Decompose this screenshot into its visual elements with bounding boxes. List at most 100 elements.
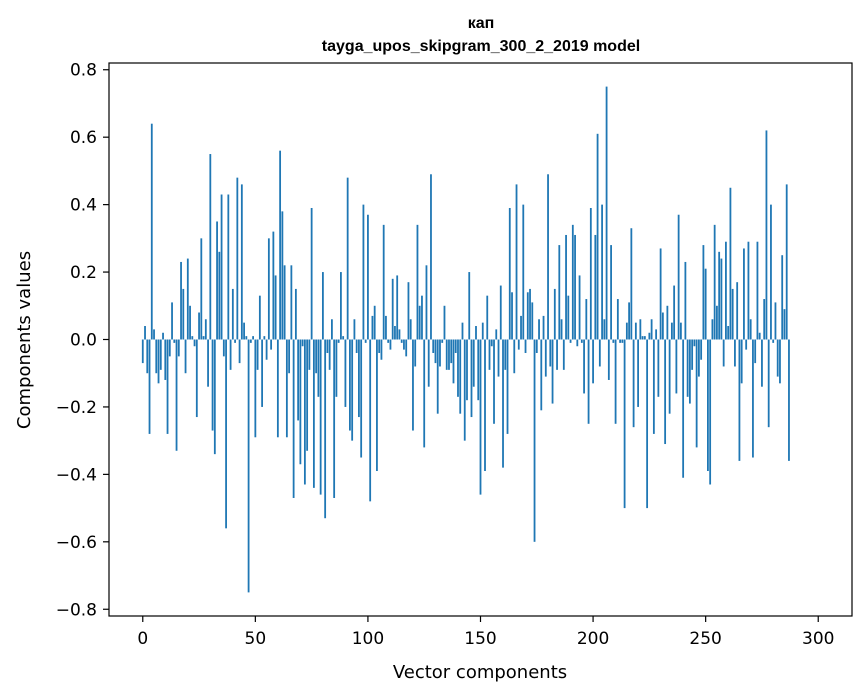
bar-27 [202, 336, 205, 340]
bar-74 [308, 339, 311, 370]
bar-276 [763, 299, 766, 340]
bar-66 [290, 265, 293, 340]
bar-216 [628, 302, 631, 340]
bar-285 [783, 309, 786, 340]
bar-142 [461, 322, 464, 340]
bar-166 [515, 184, 518, 340]
bar-234 [668, 339, 671, 414]
bar-32 [213, 339, 216, 455]
bar-121 [414, 339, 417, 367]
bar-280 [772, 339, 775, 343]
bar-279 [770, 204, 772, 340]
y-tick-label: 0.0 [70, 331, 97, 351]
bar-5 [153, 329, 155, 340]
bar-171 [526, 292, 529, 340]
y-tick-label: 0.2 [70, 263, 97, 283]
bar-185 [558, 245, 561, 340]
bar-15 [175, 339, 178, 451]
bar-107 [382, 224, 385, 340]
bar-19 [184, 339, 187, 374]
bar-237 [675, 339, 678, 394]
bar-206 [605, 86, 608, 340]
x-tick-label: 200 [577, 629, 609, 649]
bar-83 [328, 339, 331, 370]
bar-80 [321, 272, 324, 340]
bar-192 [574, 234, 576, 340]
bar-270 [749, 319, 752, 340]
bar-40 [231, 288, 234, 340]
y-tick-label: −0.2 [56, 398, 97, 418]
bar-21 [189, 305, 191, 340]
bar-34 [218, 251, 221, 340]
bar-37 [225, 339, 227, 529]
bar-196 [583, 339, 585, 394]
bar-267 [743, 248, 745, 340]
bar-54 [263, 336, 266, 340]
bar-197 [585, 299, 588, 340]
bar-14 [173, 339, 176, 343]
bar-238 [677, 214, 680, 340]
bar-60 [276, 339, 279, 438]
bar-64 [285, 339, 288, 438]
bar-212 [619, 339, 621, 343]
bar-11 [166, 339, 169, 434]
bars-group [141, 86, 790, 593]
bar-61 [279, 150, 282, 340]
bar-173 [531, 302, 534, 340]
bar-63 [283, 265, 286, 340]
y-axis-label: Components values [14, 251, 35, 429]
bar-282 [776, 339, 779, 377]
bar-239 [679, 322, 682, 340]
bar-208 [610, 245, 612, 340]
bar-207 [607, 339, 610, 380]
bar-140 [457, 339, 459, 397]
x-axis-ticks: 0 50 100 150 200 250 300 [137, 616, 834, 649]
bar-215 [625, 322, 628, 340]
bar-260 [727, 326, 730, 340]
x-axis-label: Vector components [393, 662, 567, 683]
bar-245 [693, 339, 696, 347]
bar-203 [598, 339, 601, 367]
y-axis-ticks: −0.8 −0.6 −0.4 −0.2 0.0 0.2 0.4 0.6 0.8 [56, 61, 109, 620]
y-tick-label: 0.6 [70, 128, 97, 148]
x-tick-label: 250 [689, 629, 721, 649]
y-tick-label: −0.8 [56, 600, 97, 620]
bar-86 [335, 339, 338, 397]
bar-104 [376, 339, 378, 472]
bar-9 [162, 332, 164, 340]
bar-39 [229, 339, 232, 370]
bar-157 [495, 329, 498, 340]
chart-title: кап [468, 15, 495, 32]
y-tick-label: −0.6 [56, 533, 97, 553]
bar-183 [553, 288, 556, 340]
bar-76 [312, 339, 315, 488]
bar-22 [191, 336, 194, 340]
bar-240 [682, 339, 685, 478]
bar-225 [648, 332, 651, 340]
bar-82 [326, 339, 329, 353]
bar-248 [700, 339, 703, 360]
bar-159 [499, 285, 502, 340]
bar-99 [364, 339, 367, 343]
bar-165 [513, 339, 516, 374]
bar-57 [270, 339, 273, 350]
bar-23 [193, 339, 196, 347]
bar-70 [299, 339, 302, 465]
bar-176 [538, 319, 540, 340]
bar-217 [630, 228, 633, 340]
bar-52 [258, 295, 261, 340]
bar-148 [475, 326, 477, 340]
bar-250 [704, 268, 707, 340]
bar-218 [632, 339, 635, 428]
bar-153 [486, 295, 489, 340]
bar-59 [274, 275, 277, 340]
bar-274 [758, 332, 761, 340]
bar-226 [650, 319, 653, 340]
y-tick-label: 0.4 [70, 196, 97, 216]
bar-55 [265, 339, 268, 360]
bar-235 [670, 322, 673, 340]
bar-33 [216, 221, 218, 340]
bar-53 [261, 339, 264, 407]
x-tick-label: 300 [802, 629, 834, 649]
bar-139 [454, 339, 457, 353]
